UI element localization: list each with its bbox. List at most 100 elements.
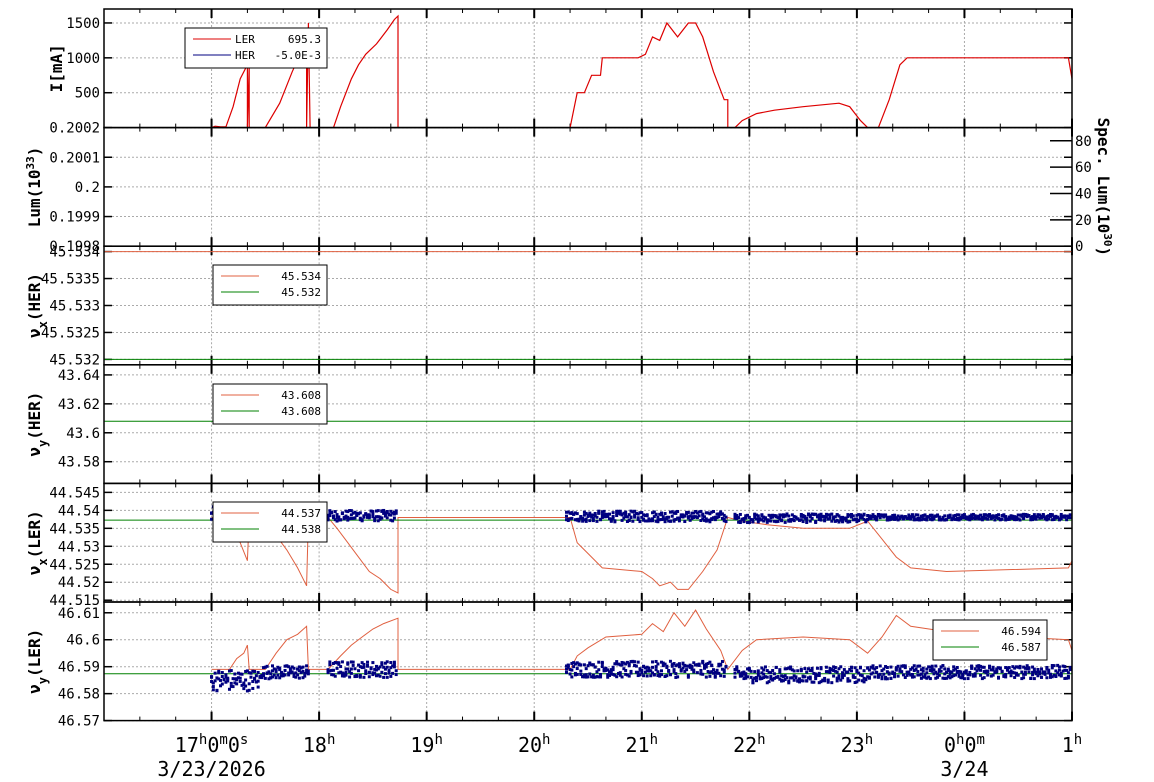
scatter-point [1038, 513, 1042, 517]
scatter-point [387, 671, 391, 675]
scatter-point [672, 519, 676, 523]
scatter-point [735, 514, 739, 518]
scatter-point [801, 679, 805, 683]
scatter-point [955, 518, 959, 522]
scatter-point [210, 675, 214, 679]
scatter-point [817, 671, 821, 675]
scatter-point [841, 676, 845, 680]
scatter-point [374, 509, 378, 513]
scatter-point [713, 670, 717, 674]
scatter-point [740, 517, 744, 521]
scatter-point [984, 516, 988, 520]
scatter-point [875, 518, 879, 522]
scatter-point [624, 515, 628, 519]
scatter-point [615, 509, 619, 513]
scatter-point [1014, 515, 1018, 519]
scatter-point [299, 671, 303, 675]
scatter-point [1013, 671, 1017, 675]
scatter-point [828, 516, 832, 520]
scatter-point [600, 513, 604, 517]
x-tick-hour: 17 [175, 733, 199, 757]
scatter-point [645, 665, 649, 669]
scatter-point [747, 515, 751, 519]
x-tick-label: 17h0m0s [175, 732, 248, 757]
scatter-point [645, 519, 649, 523]
scatter-point [1009, 671, 1013, 675]
scatter-point [781, 675, 785, 679]
scatter-point [697, 514, 701, 518]
y-axis-label-end: (LER) [25, 629, 44, 677]
scatter-point [358, 518, 362, 522]
scatter-point [844, 516, 848, 520]
scatter-point [756, 673, 760, 677]
scatter-point [683, 520, 687, 524]
scatter-point [1056, 663, 1060, 667]
scatter-point [240, 672, 244, 676]
scatter-point [751, 681, 755, 685]
scatter-point [905, 670, 909, 674]
scatter-point [1054, 669, 1058, 673]
scatter-point [857, 519, 861, 523]
scatter-point [627, 662, 631, 666]
scatter-point [742, 517, 746, 521]
scatter-point [706, 662, 710, 666]
scatter-point [235, 678, 239, 682]
scatter-point [771, 669, 775, 673]
scatter-point [335, 661, 339, 665]
scatter-point [1023, 666, 1027, 670]
scatter-point [778, 517, 782, 521]
x-tick-hour: 20 [518, 733, 542, 757]
scatter-point [633, 663, 637, 667]
scatter-point [342, 674, 346, 678]
scatter-point [360, 518, 364, 522]
scatter-point [776, 519, 780, 523]
scatter-point [973, 674, 977, 678]
scatter-point [240, 683, 244, 687]
scatter-point [880, 675, 884, 679]
scatter-point [1014, 665, 1018, 669]
scatter-point [760, 671, 764, 675]
scatter-point [274, 669, 278, 673]
scatter-point [654, 668, 658, 672]
scatter-point [227, 687, 231, 691]
scatter-point [975, 669, 979, 673]
scatter-point [839, 665, 843, 669]
scatter-point [1052, 664, 1056, 668]
scatter-point [867, 668, 871, 672]
scatter-point [326, 518, 330, 522]
scatter-point [715, 516, 719, 520]
scatter-point [692, 670, 696, 674]
scatter-point [850, 665, 854, 669]
scatter-point [767, 680, 771, 684]
scatter-point [233, 677, 237, 681]
scatter-point [564, 671, 568, 675]
scatter-point [349, 667, 353, 671]
scatter-point [613, 662, 617, 666]
scatter-point [755, 679, 759, 683]
scatter-point [262, 672, 266, 676]
scatter-point [995, 670, 999, 674]
scatter-point [823, 518, 827, 522]
scatter-point [688, 663, 692, 667]
scatter-point [893, 517, 897, 521]
scatter-point [681, 661, 685, 665]
scatter-point [841, 515, 845, 519]
scatter-point [1052, 517, 1056, 521]
scatter-point [946, 675, 950, 679]
scatter-point [1052, 515, 1056, 519]
scatter-point [670, 663, 674, 667]
scatter-point [832, 674, 836, 678]
scatter-point [1020, 677, 1024, 681]
scatter-point [799, 679, 803, 683]
scatter-point [649, 519, 653, 523]
scatter-point [224, 680, 228, 684]
scatter-point [378, 674, 382, 678]
scatter-point [1032, 667, 1036, 671]
scatter-point [953, 667, 957, 671]
scatter-point [1027, 514, 1031, 518]
scatter-point [686, 675, 690, 679]
scatter-point [814, 520, 818, 524]
scatter-point [695, 515, 699, 519]
scatter-point [602, 509, 606, 513]
legend-box [184, 27, 328, 69]
